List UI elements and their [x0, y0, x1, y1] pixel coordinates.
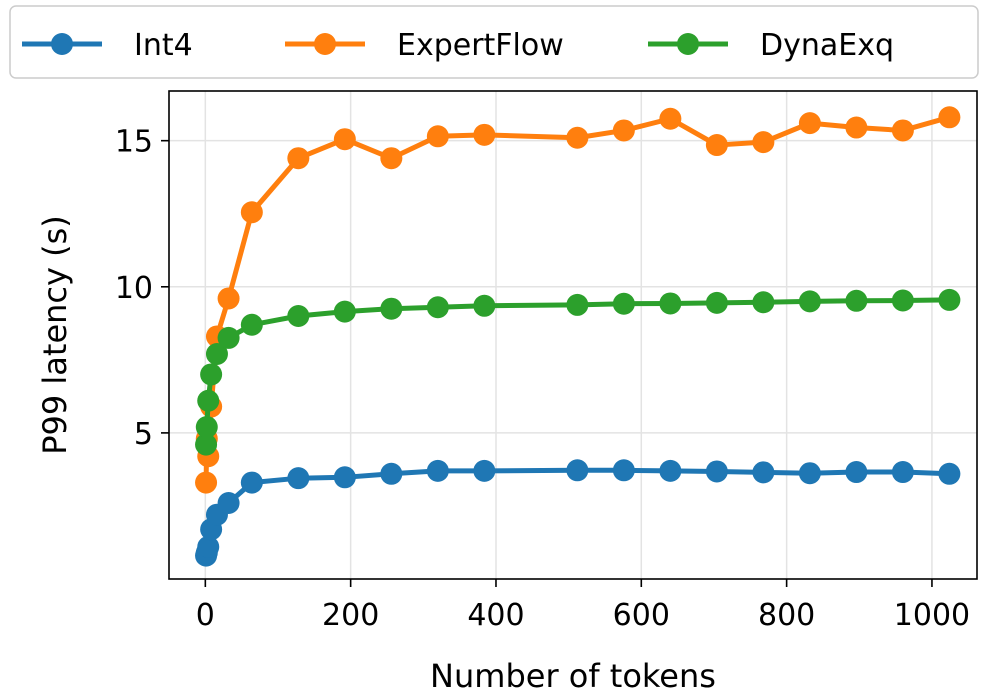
legend-label: ExpertFlow [397, 28, 564, 63]
expertflow-point [195, 472, 217, 494]
y-tick-label: 10 [115, 271, 153, 306]
line-chart: 0 200 400 600 800 100051015 Number of tokens … [0, 0, 988, 700]
int4-point [566, 459, 588, 481]
dynaexq-point [473, 295, 495, 317]
dynaexq-point [380, 298, 402, 320]
dynaexq-point [197, 390, 219, 412]
y-axis-label: P99 latency (s) [36, 215, 74, 455]
expertflow-point [287, 147, 309, 169]
dynaexq-point [613, 293, 635, 315]
dynaexq-point [427, 296, 449, 318]
int4-point [334, 466, 356, 488]
dynaexq-point [752, 291, 774, 313]
y-tick-label: 15 [115, 125, 153, 160]
int4-point [752, 461, 774, 483]
dynaexq-point [334, 301, 356, 323]
int4-point [845, 461, 867, 483]
expertflow-point [706, 134, 728, 156]
int4-point [427, 460, 449, 482]
legend-label: DynaExq [760, 28, 894, 63]
expertflow-point [218, 287, 240, 309]
x-tick-label: 1000 [894, 598, 970, 633]
dynaexq-point [938, 289, 960, 311]
dynaexq-point [241, 314, 263, 336]
expertflow-point [380, 147, 402, 169]
int4-point [613, 459, 635, 481]
int4-point [799, 462, 821, 484]
dynaexq-point [892, 290, 914, 312]
dynaexq-point [287, 305, 309, 327]
expertflow-point [938, 106, 960, 128]
expertflow-point [427, 125, 449, 147]
int4-point [241, 472, 263, 494]
legend-swatch-marker [677, 33, 699, 55]
y-tick-label: 5 [134, 417, 153, 452]
dynaexq-point [845, 290, 867, 312]
dynaexq-point [659, 292, 681, 314]
chart-background [0, 0, 988, 700]
dynaexq-point [200, 363, 222, 385]
x-tick-label: 600 [613, 598, 670, 633]
dynaexq-point [218, 327, 240, 349]
int4-point [938, 463, 960, 485]
int4-point [473, 460, 495, 482]
x-tick-label: 800 [758, 598, 815, 633]
dynaexq-point [706, 292, 728, 314]
int4-point [218, 492, 240, 514]
expertflow-point [845, 117, 867, 139]
int4-point [706, 460, 728, 482]
expertflow-point [659, 108, 681, 130]
x-tick-label: 400 [467, 598, 524, 633]
expertflow-point [334, 128, 356, 150]
legend-swatch-marker [51, 33, 73, 55]
expertflow-point [752, 131, 774, 153]
int4-point [287, 467, 309, 489]
legend-swatch-marker [314, 33, 336, 55]
legend: Int4 ExpertFlow DynaExq [10, 6, 978, 78]
expertflow-point [566, 127, 588, 149]
x-axis-label: Number of tokens [430, 657, 716, 695]
expertflow-point [892, 119, 914, 141]
x-tick-label: 200 [322, 598, 379, 633]
int4-point [892, 461, 914, 483]
legend-label: Int4 [134, 28, 193, 63]
dynaexq-point [196, 416, 218, 438]
int4-point [380, 463, 402, 485]
dynaexq-point [799, 290, 821, 312]
int4-point [659, 460, 681, 482]
expertflow-point [473, 124, 495, 146]
expertflow-point [241, 201, 263, 223]
expertflow-point [613, 119, 635, 141]
expertflow-point [799, 112, 821, 134]
dynaexq-point [566, 294, 588, 316]
x-tick-label: 0 [196, 598, 215, 633]
